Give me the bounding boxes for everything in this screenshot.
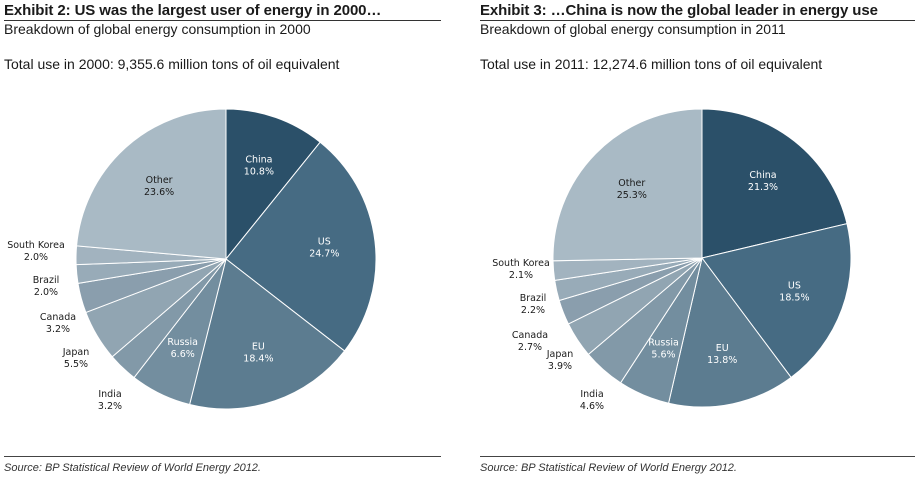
source-note: Source: BP Statistical Review of World E… — [4, 462, 261, 474]
slice-category-us: US — [318, 237, 331, 248]
slice-label-eu: EU 18.4% — [243, 342, 273, 365]
chart-title: Exhibit 3: …China is now the global lead… — [480, 2, 878, 19]
slice-label-japan: Japan 3.9% — [546, 349, 574, 372]
pie-slice-eu — [189, 258, 346, 410]
slice-category-canada: Canada — [512, 330, 548, 341]
slice-value-india: 4.6% — [580, 401, 604, 412]
chart-subtitle: Breakdown of global energy consumption i… — [480, 21, 786, 37]
slice-category-india: India — [98, 389, 121, 400]
slice-label-russia: Russia 6.6% — [167, 337, 198, 360]
pie-slice-china — [701, 108, 848, 259]
source-rule — [480, 456, 915, 457]
slice-label-us: US 24.7% — [309, 237, 339, 260]
slice-label-canada: Canada 3.2% — [40, 312, 76, 335]
slice-value-eu: 18.4% — [243, 354, 273, 365]
slice-category-brazil: Brazil — [520, 293, 547, 304]
slice-category-japan: Japan — [546, 349, 574, 360]
slice-label-south-korea: South Korea 2.1% — [492, 258, 550, 281]
slice-category-china: China — [245, 155, 272, 166]
slice-category-other: Other — [618, 178, 645, 189]
slice-value-japan: 3.9% — [548, 361, 572, 372]
slice-value-us: 24.7% — [309, 249, 339, 260]
slice-category-south-korea: South Korea — [492, 258, 550, 269]
title-rule — [480, 20, 915, 21]
total-use-text: Total use in 2000: 9,355.6 million tons … — [4, 56, 340, 72]
slice-label-other: Other 23.6% — [144, 175, 174, 198]
total-use-text: Total use in 2011: 12,274.6 million tons… — [480, 56, 823, 72]
pie-chart-2000: China 10.8%US 24.7%EU 18.4%Russia 6.6%India 3… — [7, 108, 377, 412]
slice-value-russia: 6.6% — [171, 349, 195, 360]
pie-chart-2011: China 21.3% US 18.5% EU 13.8% Russia 5.6% India 4… — [492, 108, 852, 412]
slice-category-us: US — [788, 281, 801, 292]
slice-value-other: 23.6% — [144, 187, 174, 198]
slice-category-india: India — [580, 389, 603, 400]
slice-label-china: China 21.3% — [748, 170, 778, 193]
slice-category-eu: EU — [252, 342, 265, 353]
pie-slice-us — [225, 141, 377, 352]
slice-value-eu: 13.8% — [707, 355, 737, 366]
slice-category-south-korea: South Korea — [7, 240, 65, 251]
slice-label-canada: Canada 2.7% — [512, 330, 548, 353]
slice-label-us: US 18.5% — [779, 281, 809, 304]
chart-title: Exhibit 2: US was the largest user of en… — [4, 2, 382, 19]
slice-label-brazil: Brazil 2.0% — [33, 275, 60, 298]
slice-category-eu: EU — [716, 343, 729, 354]
slice-label-russia: Russia 5.6% — [648, 338, 679, 361]
slice-category-russia: Russia — [648, 338, 679, 349]
slice-label-other: Other 25.3% — [617, 178, 647, 201]
slice-value-south-korea: 2.0% — [24, 252, 48, 263]
slice-value-canada: 3.2% — [46, 324, 70, 335]
source-note: Source: BP Statistical Review of World E… — [480, 462, 737, 474]
slice-value-india: 3.2% — [98, 401, 122, 412]
slice-label-brazil: Brazil 2.2% — [520, 293, 547, 316]
slice-value-brazil: 2.2% — [521, 305, 545, 316]
exhibit-2-panel: Exhibit 2: US was the largest user of en… — [4, 0, 441, 488]
slice-value-us: 18.5% — [779, 293, 809, 304]
slice-category-russia: Russia — [167, 337, 198, 348]
slice-value-china: 10.8% — [244, 167, 274, 178]
slice-value-other: 25.3% — [617, 190, 647, 201]
slice-category-china: China — [749, 170, 776, 181]
slice-label-india: India 4.6% — [580, 389, 604, 412]
slice-value-russia: 5.6% — [651, 350, 675, 361]
pie-slice-other — [76, 108, 227, 260]
slice-category-brazil: Brazil — [33, 275, 60, 286]
slice-label-india: India 3.2% — [98, 389, 122, 412]
title-rule — [4, 20, 441, 21]
slice-value-japan: 5.5% — [64, 359, 88, 370]
slice-value-brazil: 2.0% — [34, 287, 58, 298]
pie-slice-other — [552, 108, 703, 262]
slice-label-japan: Japan 5.5% — [62, 347, 90, 370]
pie-slice-china — [225, 108, 321, 261]
slice-category-other: Other — [146, 175, 173, 186]
slice-category-japan: Japan — [62, 347, 90, 358]
source-rule — [4, 456, 441, 457]
slice-value-china: 21.3% — [748, 182, 778, 193]
slice-label-china: China 10.8% — [244, 155, 274, 178]
chart-subtitle: Breakdown of global energy consumption i… — [4, 21, 311, 37]
exhibit-3-panel: Exhibit 3: …China is now the global lead… — [480, 0, 915, 488]
slice-category-canada: Canada — [40, 312, 76, 323]
pie-slice-eu — [667, 256, 792, 408]
slice-label-south-korea: South Korea 2.0% — [7, 240, 65, 263]
pie-slice-us — [701, 223, 852, 379]
slice-label-eu: EU 13.8% — [707, 343, 737, 366]
slice-value-canada: 2.7% — [518, 342, 542, 353]
slice-value-south-korea: 2.1% — [509, 270, 533, 281]
